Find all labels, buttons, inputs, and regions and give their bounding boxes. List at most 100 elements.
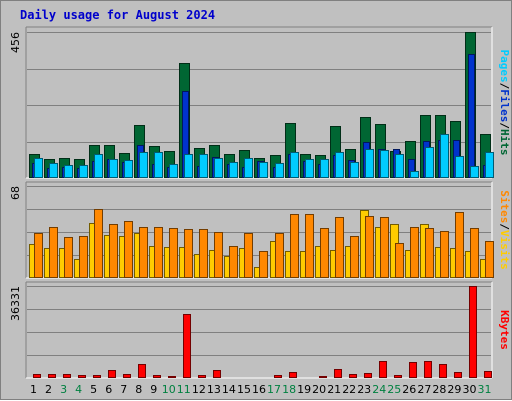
chart-title: Daily usage for August 2024 [20,8,215,22]
bar-kbytes-12 [198,375,206,378]
day-label-15: 15 [237,383,251,396]
bar-pages-7 [124,160,133,178]
bar-kbytes-9 [153,375,161,378]
bar-kbytes-26 [409,362,417,378]
bar-kbytes-11 [183,314,191,378]
bar-sites-30 [470,228,479,278]
bar-sites-23 [365,216,374,278]
day-label-5: 5 [90,383,97,396]
bar-pages-17 [275,163,284,178]
day-label-6: 6 [105,383,112,396]
bar-pages-28 [440,134,449,178]
legend-item: / [498,122,511,129]
day-label-12: 12 [192,383,206,396]
day-label-17: 17 [267,383,281,396]
day-label-16: 16 [252,383,266,396]
bar-pages-5 [94,154,103,178]
bar-pages-29 [455,156,464,178]
bar-sites-28 [440,231,449,278]
bar-kbytes-30 [469,286,477,378]
day-label-19: 19 [297,383,311,396]
bar-kbytes-28 [439,364,447,378]
bar-kbytes-6 [108,370,116,378]
legend-item: Files [498,89,511,122]
bar-sites-21 [335,217,344,278]
legend-visits-sites: Sites/Visits [498,190,511,270]
bar-pages-14 [229,162,238,178]
bar-pages-2 [49,163,58,178]
bar-sites-20 [320,228,329,278]
day-label-2: 2 [45,383,52,396]
day-label-22: 22 [342,383,356,396]
day-label-11: 11 [177,383,191,396]
bar-sites-11 [184,229,193,278]
bar-sites-17 [275,233,284,278]
bar-pages-13 [214,158,223,178]
bar-sites-2 [49,227,58,278]
bar-kbytes-24 [379,361,387,378]
bar-sites-6 [109,224,118,278]
legend-hits-files-pages: Pages/Files/Hits [498,50,511,156]
panel-kbytes: 36331 KBytes [9,281,511,379]
day-label-14: 14 [222,383,236,396]
bar-sites-26 [410,227,419,278]
day-label-25: 25 [387,383,401,396]
day-label-28: 28 [432,383,446,396]
bar-sites-7 [124,221,133,278]
bar-pages-19 [305,159,314,178]
x-axis-day-labels: 1 2 3 4 5 6 7 8 9 10 11 12 13 14 15 16 17 18 19 20 21 22 23 24 2… [30,383,492,396]
day-label-31: 31 [478,383,492,396]
bar-sites-9 [154,227,163,278]
day-label-30: 30 [463,383,477,396]
legend-item: Sites [498,190,511,223]
y-max-label: 36331 [9,286,22,321]
bar-pages-4 [79,165,88,178]
day-label-8: 8 [135,383,142,396]
bar-pages-30 [470,166,479,178]
bar-kbytes-10 [168,376,176,378]
legend-item: / [498,223,511,230]
day-label-3: 3 [60,383,67,396]
panel-visits-sites: 68 Sites/Visits [9,181,511,279]
bar-kbytes-4 [78,375,86,378]
bar-sites-25 [395,243,404,278]
day-label-27: 27 [417,383,431,396]
bar-pages-31 [485,152,494,178]
bar-kbytes-18 [289,372,297,378]
legend-item: KBytes [498,310,511,350]
legend-item: Visits [498,230,511,270]
bar-sites-10 [169,228,178,278]
bar-sites-4 [79,236,88,278]
day-label-4: 4 [75,383,82,396]
bar-sites-8 [139,227,148,278]
plot-area [26,282,492,378]
bar-sites-29 [455,212,464,278]
legend-item: Hits [498,129,511,156]
bar-pages-16 [259,162,268,178]
bar-pages-25 [395,154,404,178]
day-label-29: 29 [447,383,461,396]
bar-kbytes-8 [138,364,146,378]
bar-pages-3 [64,165,73,178]
bar-kbytes-20 [319,376,327,378]
day-label-24: 24 [372,383,386,396]
bar-sites-14 [229,246,238,278]
day-label-13: 13 [207,383,221,396]
day-label-1: 1 [30,383,37,396]
day-label-21: 21 [327,383,341,396]
bar-kbytes-21 [334,369,342,378]
bar-sites-12 [199,229,208,278]
bar-pages-27 [425,147,434,178]
bar-pages-12 [199,154,208,178]
bar-sites-15 [244,233,253,278]
bar-pages-6 [109,159,118,178]
day-label-18: 18 [282,383,296,396]
bar-pages-11 [184,154,193,178]
bar-sites-22 [350,236,359,278]
bar-pages-8 [139,152,148,178]
bar-sites-24 [380,217,389,278]
bar-kbytes-25 [394,375,402,378]
